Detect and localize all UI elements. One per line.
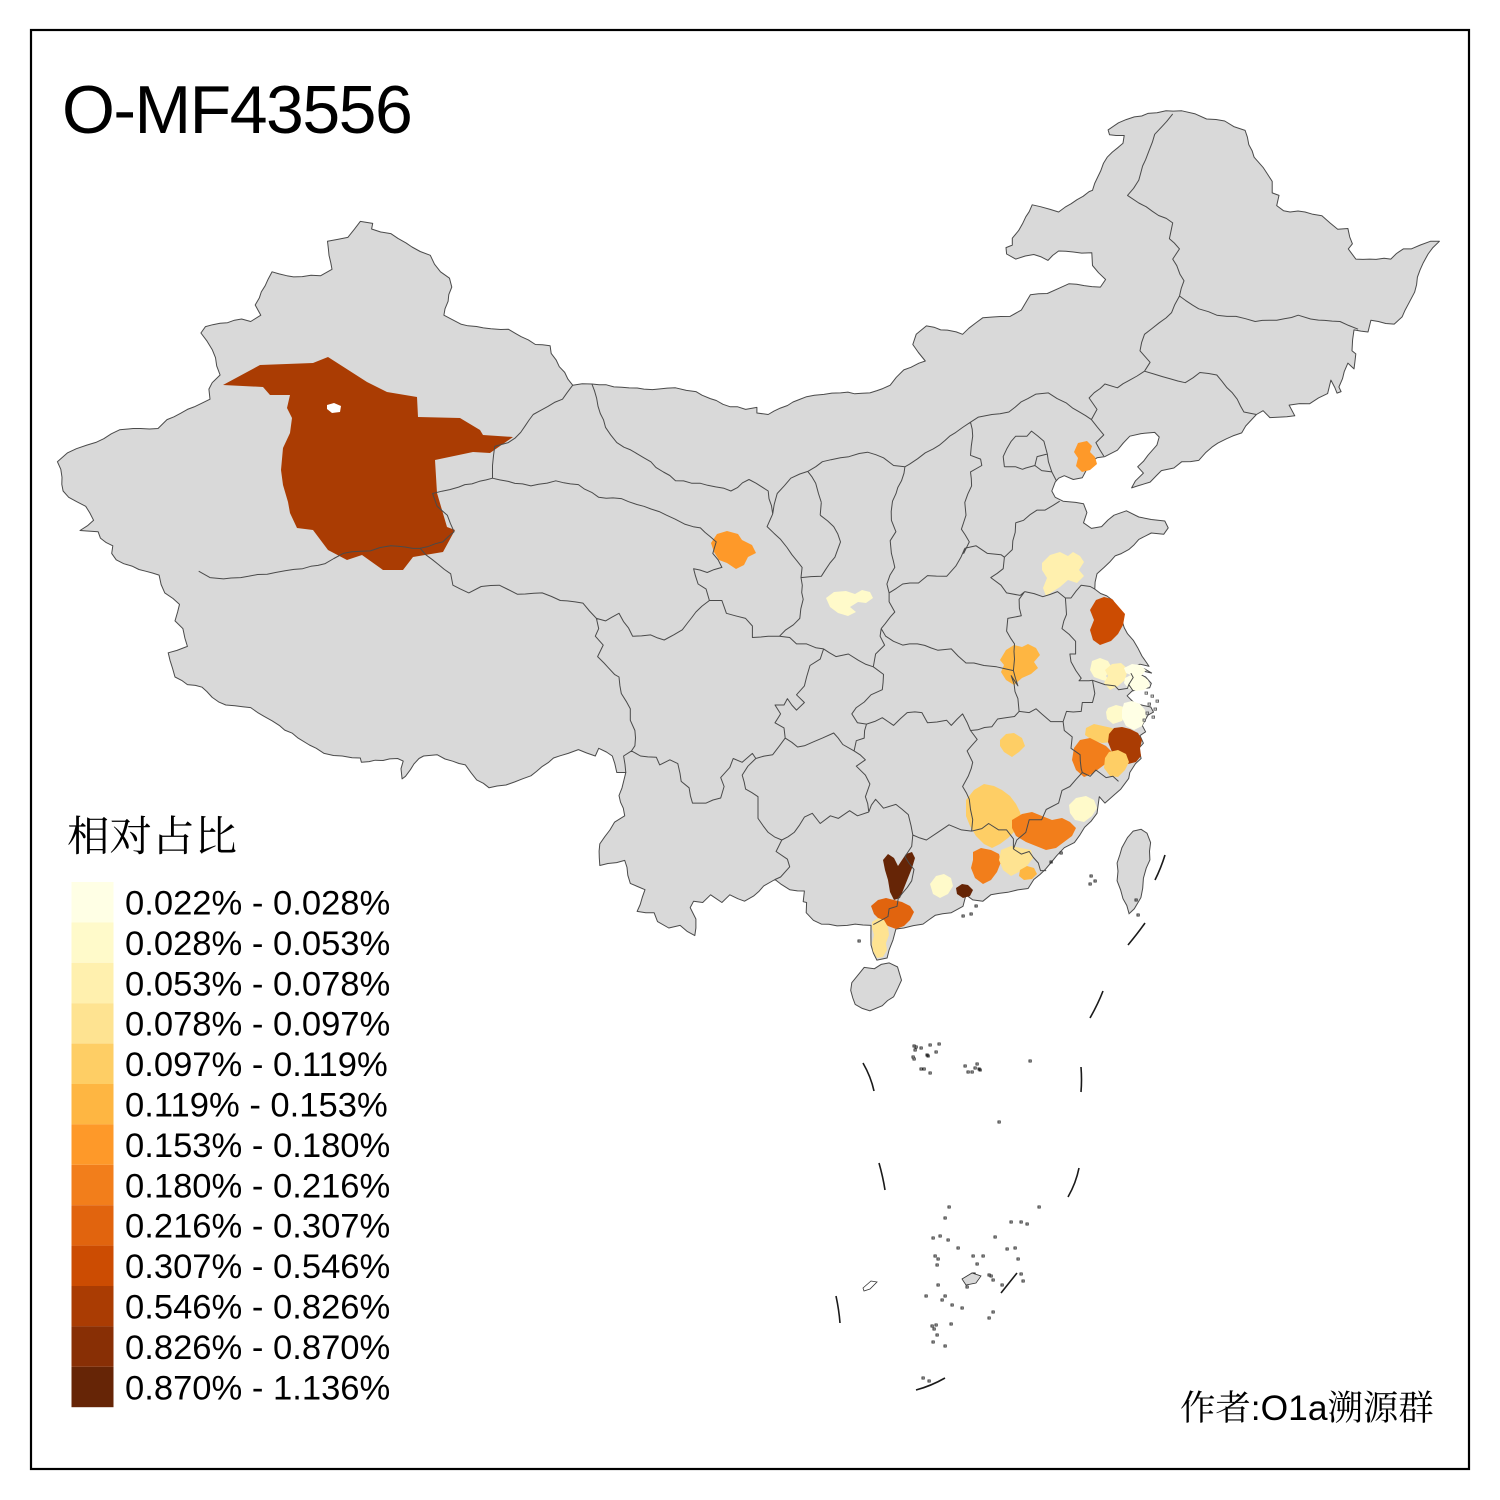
- svg-text:0.153% - 0.180%: 0.153% - 0.180%: [125, 1127, 390, 1165]
- svg-text:0.180% - 0.216%: 0.180% - 0.216%: [125, 1167, 390, 1205]
- svg-text:0.119% - 0.153%: 0.119% - 0.153%: [125, 1087, 388, 1125]
- svg-text:0.078% - 0.097%: 0.078% - 0.097%: [125, 1006, 390, 1044]
- svg-text:0.053% - 0.078%: 0.053% - 0.078%: [125, 965, 390, 1003]
- svg-text:0.097% - 0.119%: 0.097% - 0.119%: [125, 1046, 388, 1084]
- svg-text:0.307% - 0.546%: 0.307% - 0.546%: [125, 1248, 390, 1286]
- svg-text:0.870% - 1.136%: 0.870% - 1.136%: [125, 1369, 390, 1407]
- svg-text:0.546% - 0.826%: 0.546% - 0.826%: [125, 1289, 390, 1327]
- svg-text:0.216% - 0.307%: 0.216% - 0.307%: [125, 1208, 390, 1246]
- svg-text:0.028% - 0.053%: 0.028% - 0.053%: [125, 925, 390, 963]
- svg-text:0.022% - 0.028%: 0.022% - 0.028%: [125, 885, 390, 923]
- svg-text::O1a: :O1a: [1251, 1388, 1328, 1428]
- svg-text:O-MF43556: O-MF43556: [62, 72, 411, 148]
- svg-text:0.826% - 0.870%: 0.826% - 0.870%: [125, 1329, 390, 1367]
